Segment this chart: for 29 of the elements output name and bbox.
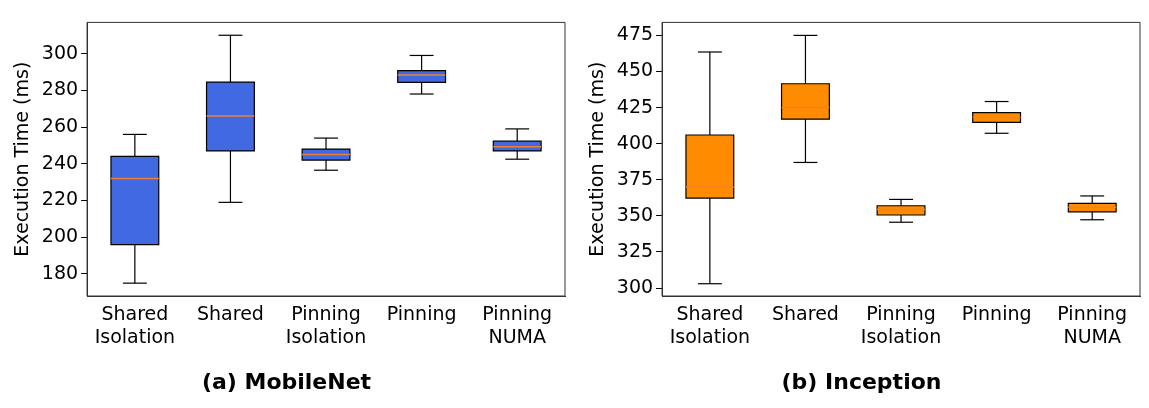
y-tick-label: 260 [41,114,79,136]
y-tick-label: 220 [41,187,79,210]
y-tick-label: 425 [616,94,654,117]
y-tick-label: 475 [616,22,654,45]
y-tick-label: 325 [616,238,654,261]
y-tick-label: 400 [616,130,654,153]
text: (a) MobileNet [201,368,372,394]
y-tick-label: 300 [616,275,654,297]
y-tick-label: 375 [616,166,654,189]
x-tick-label: Pinning [961,302,1032,325]
x-tick-label: Pinning Isolation [860,302,942,348]
x-tick-label: Shared [197,302,264,325]
y-tick-label: 280 [41,77,79,100]
x-tick-label: Shared Isolation [94,302,176,348]
y-tick-label: 180 [41,260,79,283]
x-tick-label: Pinning NUMA [1057,302,1128,348]
y-tick-label: 200 [41,224,79,247]
x-tick-label: Pinning [386,302,457,325]
y-axis-title: Execution Time (ms) [10,61,33,257]
text: (b) Inception [781,368,942,394]
y-tick-label: 350 [616,202,654,225]
y-tick-label: 300 [41,40,79,63]
y-axis-title: Execution Time (ms) [585,61,608,257]
y-tick-label: 240 [41,150,79,173]
x-tick-label: Shared [772,302,839,325]
x-tick-label: Shared Isolation [669,302,751,348]
x-tick-label: Pinning Isolation [285,302,367,348]
x-tick-label: Pinning NUMA [482,302,553,348]
y-tick-label: 450 [616,58,654,81]
